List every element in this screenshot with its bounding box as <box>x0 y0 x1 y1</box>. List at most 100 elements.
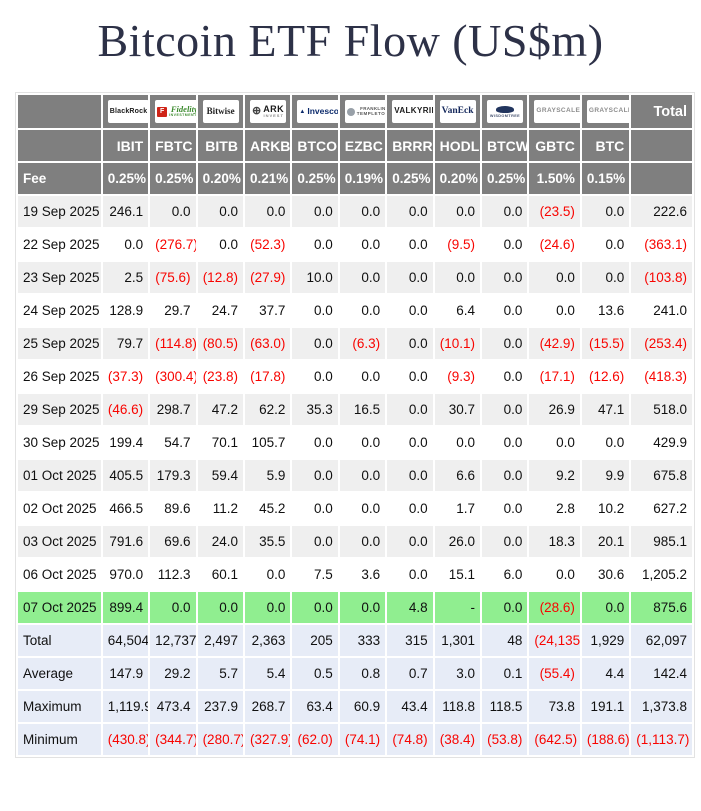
flow-value-cell: 0.0 <box>387 196 433 227</box>
flow-value-cell: 2.8 <box>529 493 580 524</box>
blackrock-logo-text: BlackRock <box>110 108 148 115</box>
flow-value-cell: 0.0 <box>387 394 433 425</box>
flow-value-cell: - <box>434 592 480 623</box>
vaneck-logo: VanEck <box>439 100 476 123</box>
grayscale-logo-text: GRAYSCALE <box>536 107 580 115</box>
ticker-total-blank-cell <box>631 130 692 161</box>
flow-value-cell: 15.1 <box>434 559 480 590</box>
flow-value-cell: 899.4 <box>102 592 149 623</box>
flow-value-cell: 70.1 <box>197 427 243 458</box>
flow-value-cell: 466.5 <box>102 493 149 524</box>
summary-value-cell: (53.8) <box>482 724 528 755</box>
valkyrie-logo-wordmark: VALKYRIE <box>394 106 432 116</box>
date-cell: 23 Sep 2025 <box>18 262 101 293</box>
flow-value-cell: 0.0 <box>387 229 433 260</box>
summary-value-cell: 62,097 <box>631 625 692 656</box>
franklin-logo: FRANKLINTEMPLETON <box>344 100 386 123</box>
flow-value-cell: 0.0 <box>339 592 386 623</box>
table-corner-cell <box>18 95 101 128</box>
flow-value-cell: 60.1 <box>197 559 243 590</box>
flow-value-cell: 875.6 <box>631 592 692 623</box>
fidelity-logo-icon: F <box>157 106 168 117</box>
date-cell: 03 Oct 2025 <box>18 526 101 557</box>
date-cell: 01 Oct 2025 <box>18 460 101 491</box>
flow-value-cell: 627.2 <box>631 493 692 524</box>
franklin-logo-text: FRANKLINTEMPLETON <box>357 106 385 116</box>
flow-value-cell: 11.2 <box>197 493 243 524</box>
flow-value-cell: (12.8) <box>197 262 243 293</box>
flow-value-cell: 241.0 <box>631 295 692 326</box>
flow-value-cell: (12.6) <box>581 361 630 392</box>
flow-value-cell: 7.5 <box>292 559 338 590</box>
flow-value-cell: (103.8) <box>631 262 692 293</box>
flow-value-cell: 0.0 <box>197 592 243 623</box>
flow-value-cell: 24.7 <box>197 295 243 326</box>
provider-logo-cell-brrr: VALKYRIE <box>387 95 433 128</box>
flow-value-cell: 0.0 <box>197 229 243 260</box>
flow-value-cell: 0.0 <box>292 427 338 458</box>
flow-value-cell: 0.0 <box>529 427 580 458</box>
fee-cell-btco: 0.25% <box>292 163 338 194</box>
flow-value-cell: 54.7 <box>150 427 196 458</box>
flow-value-cell: (363.1) <box>631 229 692 260</box>
invesco-logo-icon: ▲ <box>299 108 306 115</box>
summary-value-cell: 63.4 <box>292 691 338 722</box>
fee-cell-gbtc: 1.50% <box>529 163 580 194</box>
grayscale-logo-wordmark: GRAYSCALE <box>588 107 630 115</box>
fee-row: Fee 0.25% 0.25% 0.20% 0.21% 0.25% 0.19% 0.25% 0.… <box>18 163 692 194</box>
flow-value-cell: (37.3) <box>102 361 149 392</box>
flow-value-cell: 47.2 <box>197 394 243 425</box>
flow-value-cell: 47.1 <box>581 394 630 425</box>
wisdomtree-logo-icon <box>496 105 514 113</box>
flow-value-cell: 0.0 <box>434 262 480 293</box>
summary-value-cell: 118.5 <box>482 691 528 722</box>
flow-row-29-sep-2025: 29 Sep 2025 (46.6) 298.7 47.2 62.2 35.3 16.5 0.… <box>18 394 692 425</box>
flow-value-cell: 0.0 <box>482 229 528 260</box>
flow-value-cell: 6.4 <box>434 295 480 326</box>
invesco-logo-text: Invesco <box>307 107 337 116</box>
flow-value-cell: 112.3 <box>150 559 196 590</box>
total-column-header: Total <box>631 95 692 128</box>
flow-row-25-sep-2025: 25 Sep 2025 79.7 (114.8) (80.5) (63.0) 0.0 (6.… <box>18 328 692 359</box>
flow-value-cell: 1.7 <box>434 493 480 524</box>
summary-value-cell: (1,113.7) <box>631 724 692 755</box>
grayscale-logo-text: GRAYSCALE <box>588 107 630 115</box>
summary-value-cell: (38.4) <box>434 724 480 755</box>
fidelity-logo-subtext: INVESTMENTS <box>169 113 195 118</box>
flow-value-cell: 16.5 <box>339 394 386 425</box>
flow-value-cell: 0.0 <box>292 460 338 491</box>
date-cell: 19 Sep 2025 <box>18 196 101 227</box>
invesco-logo-wordmark: Invesco <box>307 106 338 117</box>
flow-value-cell: (17.8) <box>244 361 291 392</box>
summary-row-maximum: Maximum 1,119.9 473.4 237.9 268.7 63.4 60.9 43.… <box>18 691 692 722</box>
bitcoin-etf-flow-table: BlackRockFFidelityINVESTMENTSBitwise⊕ARK… <box>15 92 695 758</box>
flow-row-19-sep-2025: 19 Sep 2025 246.1 0.0 0.0 0.0 0.0 0.0 0.0 0.0 0.0… <box>18 196 692 227</box>
flow-value-cell: 0.0 <box>387 328 433 359</box>
flow-rows: 19 Sep 2025 246.1 0.0 0.0 0.0 0.0 0.0 0.0 0.0 0.0… <box>18 196 692 755</box>
flow-value-cell: 0.0 <box>434 196 480 227</box>
flow-value-cell: 3.6 <box>339 559 386 590</box>
summary-value-cell: 4.4 <box>581 658 630 689</box>
summary-value-cell: 1,929 <box>581 625 630 656</box>
ticker-header-gbtc: GBTC <box>529 130 580 161</box>
grayscale-logo-wordmark: GRAYSCALE <box>536 107 580 115</box>
flow-row-24-sep-2025: 24 Sep 2025 128.9 29.7 24.7 37.7 0.0 0.0 0.0 6.4… <box>18 295 692 326</box>
blackrock-logo: BlackRock <box>107 100 149 123</box>
ticker-header-bitb: BITB <box>197 130 243 161</box>
provider-logo-cell-gbtc: GRAYSCALE <box>529 95 580 128</box>
valkyrie-logo-text: VALKYRIE <box>394 106 432 116</box>
flow-value-cell: 0.0 <box>387 295 433 326</box>
flow-value-cell: 105.7 <box>244 427 291 458</box>
fee-total-blank-cell <box>631 163 692 194</box>
flow-value-cell: 4.8 <box>387 592 433 623</box>
flow-row-22-sep-2025: 22 Sep 2025 0.0 (276.7) 0.0 (52.3) 0.0 0.0 0.0(… <box>18 229 692 260</box>
flow-row-23-sep-2025: 23 Sep 2025 2.5 (75.6) (12.8) (27.9) 10.0 0.0 0… <box>18 262 692 293</box>
flow-value-cell: 0.0 <box>387 460 433 491</box>
logo-header-row: BlackRock FFidelityINVESTMENTS Bitwise ⊕ARK… <box>18 95 692 128</box>
date-cell: 30 Sep 2025 <box>18 427 101 458</box>
fee-cell-hodl: 0.20% <box>434 163 480 194</box>
wisdomtree-logo: WISDOMTREE <box>487 100 523 123</box>
summary-row-average: Average 147.9 29.2 5.7 5.4 0.5 0.8 0.7 3.0 0.1 (55… <box>18 658 692 689</box>
summary-value-cell: 237.9 <box>197 691 243 722</box>
flow-value-cell: 0.0 <box>482 427 528 458</box>
